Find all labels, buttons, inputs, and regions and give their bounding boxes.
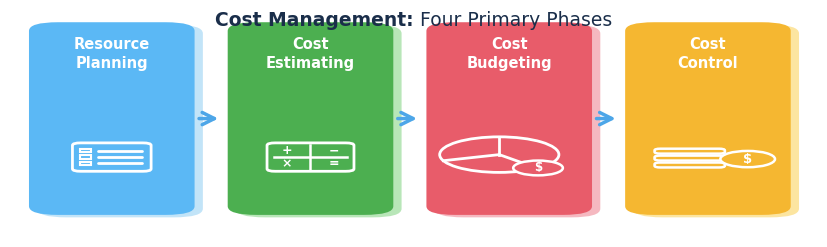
FancyBboxPatch shape: [426, 22, 591, 215]
Text: Cost Management: Four Primary Phases: Cost Management: Four Primary Phases: [226, 11, 601, 30]
Text: Cost
Control: Cost Control: [676, 37, 738, 71]
Bar: [80, 149, 91, 152]
FancyBboxPatch shape: [227, 22, 393, 215]
Text: Cost
Budgeting: Cost Budgeting: [466, 37, 552, 71]
FancyBboxPatch shape: [37, 25, 203, 217]
Text: Four Primary Phases: Four Primary Phases: [414, 11, 611, 30]
Text: ×: ×: [281, 157, 292, 170]
Bar: [80, 162, 91, 165]
Text: −: −: [328, 144, 339, 157]
FancyBboxPatch shape: [236, 25, 401, 217]
FancyBboxPatch shape: [29, 22, 194, 215]
FancyBboxPatch shape: [624, 22, 790, 215]
Circle shape: [719, 151, 774, 167]
Bar: [80, 156, 91, 159]
Text: Resource
Planning: Resource Planning: [74, 37, 150, 71]
FancyBboxPatch shape: [633, 25, 798, 217]
FancyBboxPatch shape: [434, 25, 600, 217]
Circle shape: [513, 161, 562, 175]
Text: $: $: [742, 153, 752, 165]
Text: Cost
Estimating: Cost Estimating: [265, 37, 355, 71]
Text: Cost Management:: Cost Management:: [215, 11, 414, 30]
Text: $: $: [533, 162, 542, 174]
Text: =: =: [328, 157, 339, 170]
Text: +: +: [281, 144, 292, 157]
